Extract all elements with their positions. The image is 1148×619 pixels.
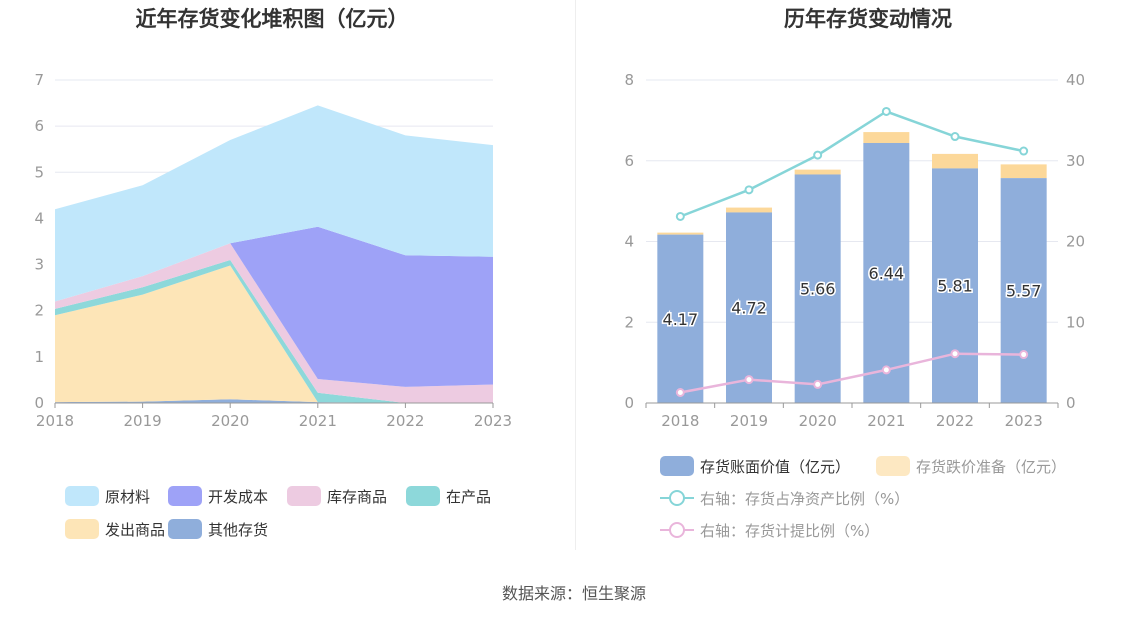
legend-label: 其他存货 [208,521,268,539]
bar-value-label: 5.81 [937,277,973,296]
panel-divider [575,0,576,550]
y-tick-label: 2 [624,313,634,331]
area-in-process [55,260,493,403]
net-assets-ratio-point [1019,146,1029,156]
x-tick-label: 2021 [867,412,905,430]
impairment-bar [1000,164,1047,179]
x-tick-label: 2023 [1005,412,1043,430]
area-dev-cost [55,226,493,387]
book-value-bar [1000,178,1047,403]
y2-tick-label: 20 [1066,233,1085,251]
bar-value-label: 5.66 [800,280,836,299]
net-assets-ratio-point [675,211,685,221]
y-tick-label: 7 [34,71,44,89]
bar-value-label: 5.57 [1006,282,1042,301]
y-tick-label: 0 [34,394,44,412]
provision-ratio-point [744,375,754,385]
y-tick-label: 1 [34,348,44,366]
legend-label: 存货跌价准备（亿元） [916,458,1066,476]
provision-ratio-point [1019,350,1029,360]
legend-marker-icon [669,522,685,538]
inventory-change-combo-chart: 历年存货变动情况 0 2 4 6 8 0 10 20 30 40 4.17 4.72 5.66 6.44 5.… [624,7,1085,540]
chart-title: 近年存货变化堆积图（亿元） [136,7,409,31]
y2-tick-label: 0 [1066,394,1076,412]
legend-label: 右轴：存货计提比例（%） [700,522,879,540]
data-source-label: 数据来源：恒生聚源 [501,584,646,603]
impairment-bar [932,153,978,169]
legend-swatch-other [168,519,202,539]
legend-swatch-shipped-goods [65,519,99,539]
x-tick-label: 2022 [936,412,974,430]
legend-label: 存货账面价值（亿元） [700,458,850,476]
legend-label: 右轴：存货占净资产比例（%） [700,490,909,508]
legend-label: 在产品 [446,488,491,506]
x-tick-label: 2018 [36,412,74,430]
y-tick-label: 0 [624,394,634,412]
legend-marker-icon [669,490,685,506]
y-tick-label: 5 [34,163,44,181]
book-value-bar [726,212,772,403]
impairment-bar [794,169,841,175]
x-tick-label: 2020 [211,412,249,430]
x-tick-label: 2019 [124,412,162,430]
book-value-bar [657,234,704,403]
impairment-bar [726,207,772,213]
legend-swatch-stock-goods [287,486,321,506]
legend-swatch-book-value [660,456,694,476]
legend-swatch-in-process [406,486,440,506]
x-tick-label: 2023 [474,412,512,430]
x-tick-label: 2019 [730,412,768,430]
y-tick-label: 2 [34,302,44,320]
impairment-bar [657,232,704,235]
y2-tick-label: 30 [1066,152,1085,170]
bar-value-label: 4.72 [731,299,767,318]
y-tick-label: 6 [34,117,44,135]
y2-tick-label: 40 [1066,71,1085,89]
area-raw-materials [55,105,493,302]
bar-value-label: 6.44 [869,264,905,283]
x-tick-label: 2018 [661,412,699,430]
provision-ratio-point [950,349,960,359]
book-value-bar [794,174,841,403]
net-assets-ratio-point [881,106,891,116]
inventory-stacked-area-chart: 近年存货变化堆积图（亿元） 0 1 2 3 4 5 6 7 2018 2019 2020 2021 202… [34,7,512,539]
y-tick-label: 3 [34,256,44,274]
y2-tick-label: 10 [1066,313,1085,331]
y-tick-label: 4 [624,233,634,251]
book-value-bar [863,142,910,404]
provision-ratio-point [813,379,823,389]
area-other [55,399,493,403]
area-stock-goods [55,243,493,403]
bar-value-label: 4.17 [663,310,699,329]
legend-swatch-raw-materials [65,486,99,506]
net-assets-ratio-line [679,110,1024,218]
x-tick-label: 2022 [386,412,424,430]
impairment-bar [863,132,910,143]
legend-label: 发出商品 [105,521,165,539]
chart-title: 历年存货变动情况 [784,7,952,31]
provision-ratio-point [881,365,891,375]
legend-label: 开发成本 [208,488,268,506]
legend-label: 库存商品 [327,488,387,506]
legend-label: 原材料 [105,488,150,506]
book-value-bar [932,168,978,403]
net-assets-ratio-point [744,185,754,195]
net-assets-ratio-point [813,150,823,160]
legend-swatch-dev-cost [168,486,202,506]
y-tick-label: 4 [34,209,44,227]
legend-swatch-impairment [876,456,910,476]
area-shipped-goods [55,265,493,403]
y-tick-label: 8 [624,71,634,89]
x-tick-label: 2020 [799,412,837,430]
provision-ratio-point [675,388,685,398]
net-assets-ratio-point [950,132,960,142]
provision-ratio-line [680,352,1024,394]
x-tick-label: 2021 [299,412,337,430]
y-tick-label: 6 [624,152,634,170]
